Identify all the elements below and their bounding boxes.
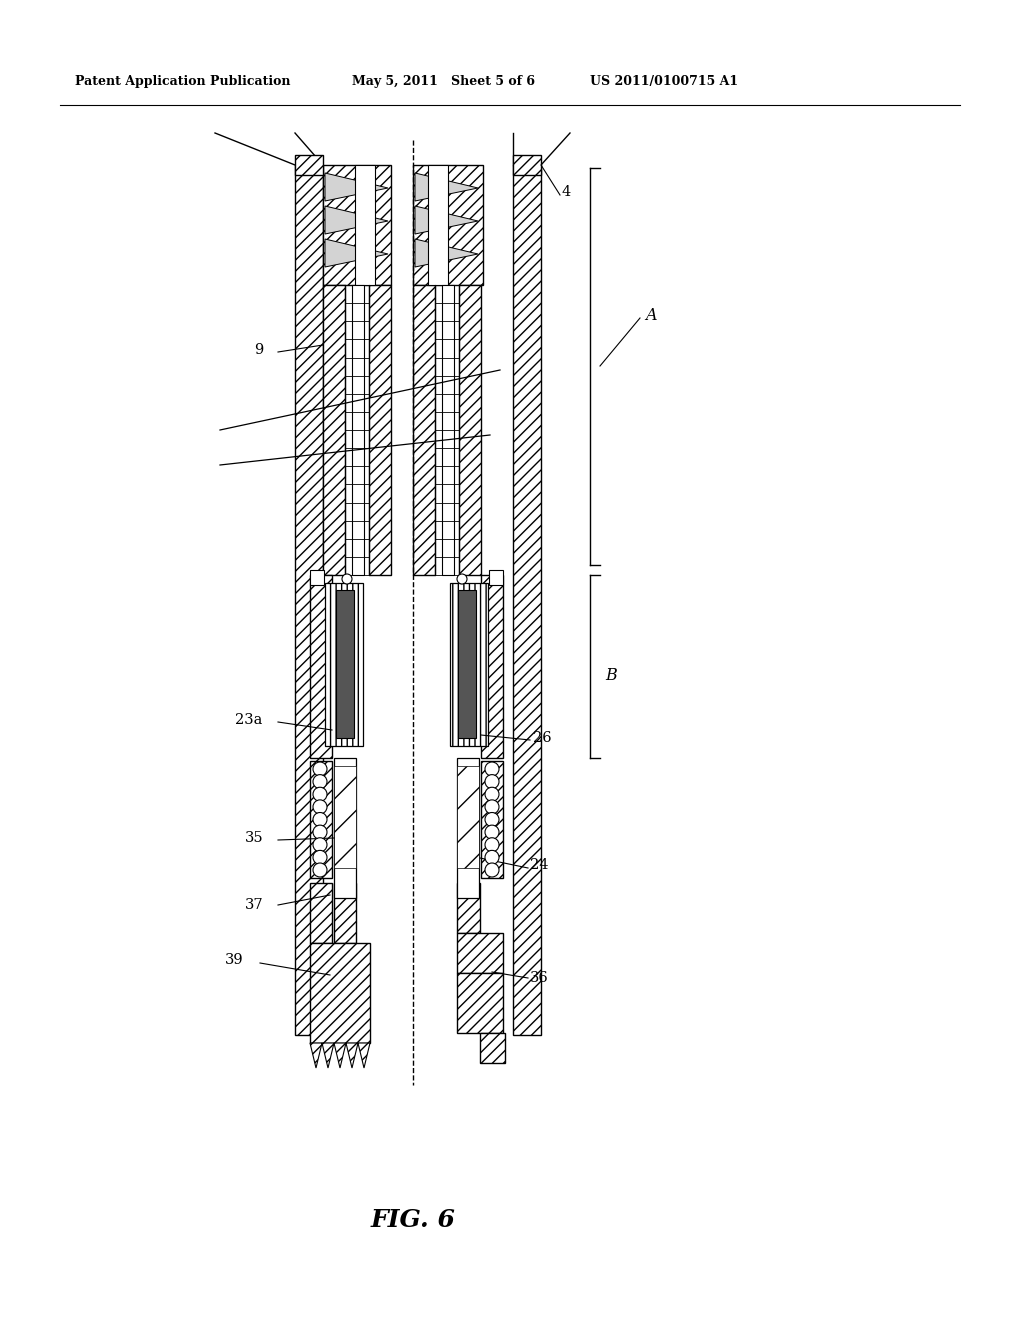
Bar xyxy=(352,285,364,576)
Bar xyxy=(295,165,323,1035)
Bar xyxy=(310,942,370,1043)
Circle shape xyxy=(485,762,499,776)
Polygon shape xyxy=(325,239,388,267)
Bar xyxy=(310,570,324,585)
Bar xyxy=(442,285,454,576)
Text: 39: 39 xyxy=(225,953,244,968)
Text: 26: 26 xyxy=(534,731,552,744)
Bar xyxy=(458,590,476,738)
Polygon shape xyxy=(310,1043,370,1068)
Circle shape xyxy=(485,850,499,865)
Text: B: B xyxy=(605,668,616,685)
Circle shape xyxy=(313,762,327,776)
Bar xyxy=(325,583,362,746)
Bar xyxy=(480,1034,505,1063)
Circle shape xyxy=(485,787,499,801)
Text: 9: 9 xyxy=(254,343,263,356)
Bar xyxy=(413,285,435,576)
Bar xyxy=(459,285,481,576)
Polygon shape xyxy=(415,206,478,234)
Bar xyxy=(323,285,345,576)
Bar xyxy=(310,576,332,758)
Text: 4: 4 xyxy=(562,185,571,199)
Bar xyxy=(457,766,479,869)
Bar xyxy=(310,762,332,878)
Text: Patent Application Publication: Patent Application Publication xyxy=(75,75,291,88)
Text: 36: 36 xyxy=(530,972,549,985)
Bar xyxy=(457,883,480,933)
Circle shape xyxy=(313,800,327,814)
Bar xyxy=(369,285,391,576)
Text: 23a: 23a xyxy=(234,713,262,727)
Circle shape xyxy=(313,787,327,801)
Text: 24: 24 xyxy=(530,858,549,873)
Bar xyxy=(336,590,354,738)
Text: A: A xyxy=(645,306,656,323)
Polygon shape xyxy=(325,173,388,201)
Bar xyxy=(323,165,391,285)
Polygon shape xyxy=(325,206,388,234)
Circle shape xyxy=(485,838,499,851)
Bar xyxy=(355,165,375,285)
Bar xyxy=(428,165,449,285)
Text: FIG. 6: FIG. 6 xyxy=(371,1208,456,1232)
Text: US 2011/0100715 A1: US 2011/0100715 A1 xyxy=(590,75,738,88)
Circle shape xyxy=(313,863,327,876)
Circle shape xyxy=(313,775,327,788)
Circle shape xyxy=(485,825,499,840)
Circle shape xyxy=(313,838,327,851)
Bar xyxy=(295,154,323,176)
Circle shape xyxy=(485,813,499,826)
Bar xyxy=(334,766,356,869)
Bar xyxy=(457,973,503,1034)
Bar xyxy=(457,933,503,973)
Circle shape xyxy=(313,813,327,826)
Circle shape xyxy=(457,574,467,583)
Bar xyxy=(513,154,541,176)
Bar xyxy=(481,576,503,758)
Bar xyxy=(450,583,488,746)
Bar xyxy=(334,758,356,898)
Bar xyxy=(513,165,541,1035)
Text: 37: 37 xyxy=(245,898,263,912)
Bar xyxy=(481,762,503,878)
Circle shape xyxy=(313,825,327,840)
Text: May 5, 2011   Sheet 5 of 6: May 5, 2011 Sheet 5 of 6 xyxy=(352,75,535,88)
Bar xyxy=(413,165,483,285)
Bar xyxy=(457,758,479,898)
Text: 35: 35 xyxy=(245,832,263,845)
Circle shape xyxy=(485,863,499,876)
Circle shape xyxy=(313,850,327,865)
Bar xyxy=(334,883,356,942)
Bar xyxy=(489,570,503,585)
Circle shape xyxy=(485,775,499,788)
Polygon shape xyxy=(415,239,478,267)
Circle shape xyxy=(485,800,499,814)
Polygon shape xyxy=(415,173,478,201)
Bar xyxy=(310,883,332,942)
Circle shape xyxy=(342,574,352,583)
